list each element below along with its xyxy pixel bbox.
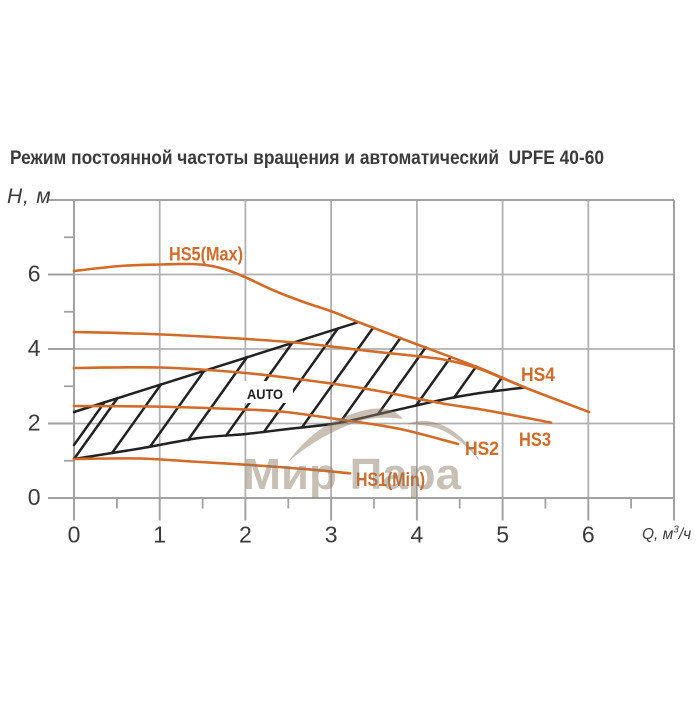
svg-text:Режим постоянной частоты враще: Режим постоянной частоты вращения и авто… bbox=[10, 148, 604, 169]
svg-text:0: 0 bbox=[68, 522, 81, 548]
svg-text:6: 6 bbox=[582, 522, 595, 548]
svg-text:HS5(Max): HS5(Max) bbox=[169, 245, 243, 266]
svg-text:H, м: H, м bbox=[7, 185, 51, 208]
svg-text:HS3: HS3 bbox=[519, 430, 551, 451]
svg-text:AUTO: AUTO bbox=[247, 387, 283, 402]
svg-text:6: 6 bbox=[28, 260, 41, 286]
svg-text:HS1(Min): HS1(Min) bbox=[356, 470, 425, 491]
svg-text:3: 3 bbox=[325, 522, 338, 548]
svg-text:Q, м3/ч: Q, м3/ч bbox=[642, 525, 691, 544]
svg-text:4: 4 bbox=[28, 335, 41, 361]
svg-text:4: 4 bbox=[411, 522, 424, 548]
svg-text:Мир Пара: Мир Пара bbox=[243, 450, 462, 499]
svg-text:2: 2 bbox=[239, 522, 252, 548]
svg-text:1: 1 bbox=[153, 522, 166, 548]
svg-text:HS2: HS2 bbox=[465, 439, 499, 460]
svg-text:2: 2 bbox=[28, 409, 41, 435]
svg-text:HS4: HS4 bbox=[521, 365, 555, 386]
svg-text:0: 0 bbox=[28, 484, 41, 510]
svg-text:5: 5 bbox=[496, 522, 509, 548]
